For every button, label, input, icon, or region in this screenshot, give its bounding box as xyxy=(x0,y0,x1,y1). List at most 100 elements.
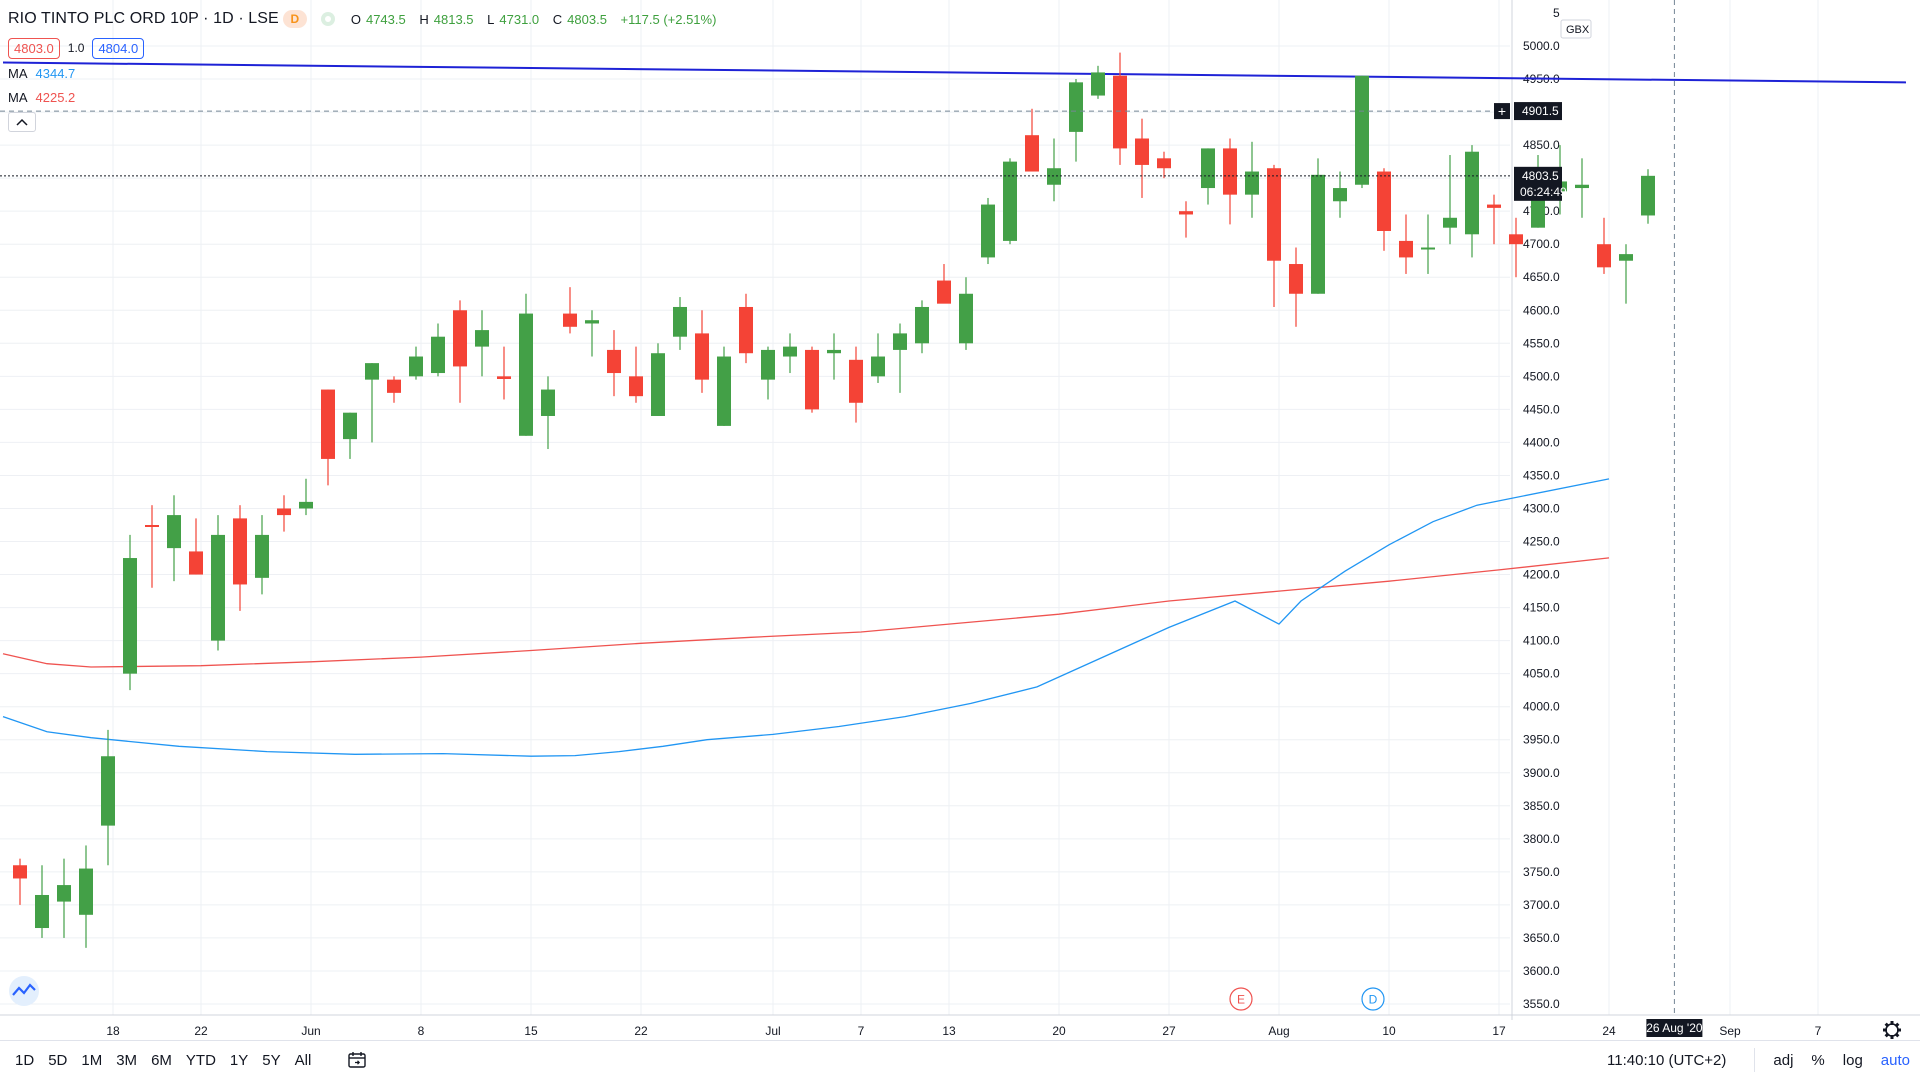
candle-body xyxy=(321,389,335,459)
date-tick-label: 15 xyxy=(524,1024,538,1038)
price-tick-label: 3950.0 xyxy=(1523,733,1560,747)
range-3m-button[interactable]: 3M xyxy=(116,1051,138,1069)
indicator-ma-fast[interactable]: MA 4344.7 xyxy=(8,65,76,81)
candle-body xyxy=(57,885,71,902)
price-tick-label: 4100.0 xyxy=(1523,634,1560,648)
price-tick-label: 4250.0 xyxy=(1523,535,1560,549)
price-tick-label: 5000.0 xyxy=(1523,39,1560,53)
date-tick-label: 20 xyxy=(1052,1024,1066,1038)
candle-body xyxy=(1311,174,1325,294)
ask-price[interactable]: 4804.0 xyxy=(92,37,145,59)
candle-body xyxy=(893,333,907,350)
spread-value: 1.0 xyxy=(67,41,85,55)
event-marker-label: E xyxy=(1237,993,1245,1007)
calendar-goto-icon[interactable] xyxy=(346,1049,368,1071)
date-tick-label: 27 xyxy=(1162,1024,1176,1038)
indicator-ma-slow[interactable]: MA 4225.2 xyxy=(8,89,76,105)
candle-body xyxy=(277,508,291,516)
candle-body xyxy=(1399,240,1413,258)
candle-body xyxy=(805,349,819,410)
candle-body xyxy=(1641,175,1655,216)
chevron-up-icon xyxy=(16,118,28,126)
gear-icon[interactable] xyxy=(1883,1021,1901,1039)
range-6m-button[interactable]: 6M xyxy=(151,1051,172,1069)
legend-collapse-button[interactable] xyxy=(8,112,36,132)
candle-body xyxy=(1575,184,1589,189)
ma-fast-value: 4344.7 xyxy=(35,65,76,81)
tradingview-logo-mark xyxy=(12,983,36,996)
date-tick-label: 17 xyxy=(1492,1024,1506,1038)
last-price-label: 4803.5 xyxy=(1522,169,1559,183)
candle-body xyxy=(365,363,379,380)
toolbar-separator xyxy=(1754,1048,1756,1072)
candle-body xyxy=(541,389,555,416)
bar-countdown-label: 06:24:49 xyxy=(1520,185,1567,199)
date-tick-label: 22 xyxy=(634,1024,648,1038)
candle-body xyxy=(695,333,709,380)
event-marker xyxy=(1229,987,1253,1011)
timezone-clock[interactable]: 11:40:10 (UTC+2) xyxy=(1607,1051,1727,1069)
candle-body xyxy=(101,756,115,826)
candle-body xyxy=(1421,247,1435,250)
price-tick-label: 3700.0 xyxy=(1523,898,1560,912)
dividend-badge[interactable]: D xyxy=(282,10,307,28)
price-tick-label: 4600.0 xyxy=(1523,303,1560,317)
candle-body xyxy=(1597,244,1611,268)
price-tick-label: 4650.0 xyxy=(1523,270,1560,284)
range-1m-button[interactable]: 1M xyxy=(81,1051,103,1069)
candle-body xyxy=(1025,135,1039,172)
range-5d-button[interactable]: 5D xyxy=(48,1051,68,1069)
candle-body xyxy=(585,320,599,324)
currency-label: GBX xyxy=(1566,24,1590,36)
date-tick-label: Sep xyxy=(1719,1024,1741,1038)
candle-body xyxy=(1047,168,1061,185)
candle-body xyxy=(1267,168,1281,261)
quote-row: 4803.0 1.0 4804.0 xyxy=(8,36,721,60)
price-tick-label: 4000.0 xyxy=(1523,700,1560,714)
candle-body xyxy=(1223,148,1237,195)
range-all-button[interactable]: All xyxy=(294,1051,312,1069)
log-scale-toggle[interactable]: log xyxy=(1842,1051,1863,1069)
candlestick-chart[interactable]: 5000.04950.04900.04850.04800.04750.04700… xyxy=(0,0,1920,1040)
market-status-icon xyxy=(320,12,335,26)
range-1y-button[interactable]: 1Y xyxy=(229,1051,249,1069)
price-tick-label: 3850.0 xyxy=(1523,799,1560,813)
candle-body xyxy=(1377,171,1391,231)
candle-body xyxy=(1443,217,1457,228)
candle-body xyxy=(1333,188,1347,202)
candle-body xyxy=(255,534,269,578)
crosshair-price-label: 4901.5 xyxy=(1522,104,1559,118)
range-ytd-button[interactable]: YTD xyxy=(185,1051,216,1069)
chart-legend: RIO TINTO PLC ORD 10P · 1D · LSE D O 4743… xyxy=(8,8,721,132)
candle-body xyxy=(1179,211,1193,215)
symbol-title[interactable]: RIO TINTO PLC ORD 10P · 1D · LSE xyxy=(8,10,279,27)
crosshair-price-badge xyxy=(1514,102,1562,121)
bid-price[interactable]: 4803.0 xyxy=(8,37,60,59)
range-1d-button[interactable]: 1D xyxy=(15,1051,35,1069)
candle-body xyxy=(519,313,533,436)
auto-scale-toggle[interactable]: auto xyxy=(1880,1051,1910,1069)
percent-scale-toggle[interactable]: % xyxy=(1811,1051,1825,1069)
candle-body xyxy=(497,376,511,379)
candle-body xyxy=(629,376,643,397)
last-price-badge xyxy=(1514,166,1562,201)
candle-body xyxy=(915,306,929,344)
tradingview-logo xyxy=(9,976,39,1006)
candle-body xyxy=(1069,82,1083,132)
adj-toggle[interactable]: adj xyxy=(1773,1051,1794,1069)
candle-body xyxy=(475,330,489,347)
range-5y-button[interactable]: 5Y xyxy=(262,1051,281,1069)
candle-body xyxy=(145,525,159,527)
price-tick-label: 4300.0 xyxy=(1523,501,1560,515)
ma-slow-value: 4225.2 xyxy=(35,89,76,105)
price-tick-label: 3750.0 xyxy=(1523,865,1560,879)
candle-body xyxy=(1201,148,1215,189)
date-tick-label: Jul xyxy=(765,1024,780,1038)
price-tick-label: 4850.0 xyxy=(1523,138,1560,152)
crosshair-plus-icon xyxy=(1494,103,1510,120)
candle-body xyxy=(1509,234,1523,245)
candle-body xyxy=(1355,75,1369,185)
candle-body xyxy=(739,306,753,354)
candle-body xyxy=(431,336,445,374)
